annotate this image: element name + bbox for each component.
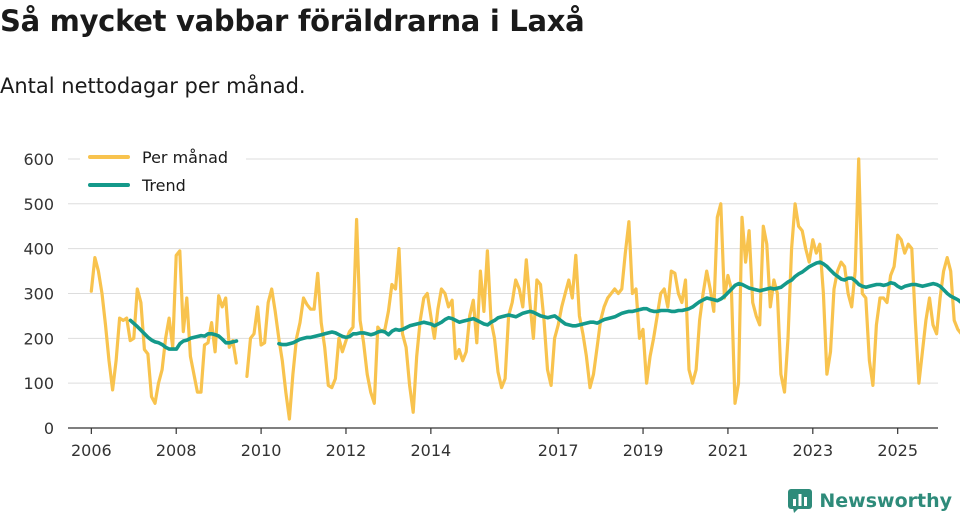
y-axis-ticks: 0 100 200 300 400 500 600 bbox=[23, 150, 54, 438]
x-tick-label: 2021 bbox=[708, 441, 749, 460]
x-tick-label: 2017 bbox=[538, 441, 579, 460]
chart-title: Så mycket vabbar föräldrarna i Laxå bbox=[0, 4, 585, 38]
chart-subtitle: Antal nettodagar per månad. bbox=[0, 74, 306, 98]
y-tick-label: 400 bbox=[23, 240, 54, 259]
y-tick-label: 500 bbox=[23, 195, 54, 214]
x-tick-label: 2006 bbox=[71, 441, 112, 460]
series-line-monthly bbox=[89, 157, 960, 421]
y-tick-label: 200 bbox=[23, 329, 54, 348]
x-axis-ticks: 2006 2008 2010 2012 2014 2017 2019 2021 2023 2025 bbox=[68, 427, 938, 460]
x-tick-label: 2019 bbox=[623, 441, 664, 460]
y-tick-label: 0 bbox=[44, 419, 54, 438]
series-line-trend bbox=[128, 260, 960, 351]
y-tick-label: 100 bbox=[23, 374, 54, 393]
x-tick-label: 2012 bbox=[326, 441, 367, 460]
x-tick-label: 2008 bbox=[156, 441, 197, 460]
x-tick-label: 2014 bbox=[410, 441, 451, 460]
series-lines bbox=[89, 157, 960, 421]
x-tick-label: 2025 bbox=[877, 441, 918, 460]
newsworthy-logo[interactable]: Newsworthy bbox=[787, 488, 952, 514]
brand-name: Newsworthy bbox=[819, 490, 952, 512]
legend-label-monthly: Per månad bbox=[142, 148, 228, 167]
x-tick-label: 2023 bbox=[792, 441, 833, 460]
x-tick-label: 2010 bbox=[241, 441, 282, 460]
bar-chart-icon bbox=[788, 489, 813, 513]
legend: Per månad Trend bbox=[80, 146, 246, 198]
legend-label-trend: Trend bbox=[141, 176, 186, 195]
y-tick-label: 600 bbox=[23, 150, 54, 169]
legend-background bbox=[80, 146, 246, 198]
y-tick-label: 300 bbox=[23, 284, 54, 303]
